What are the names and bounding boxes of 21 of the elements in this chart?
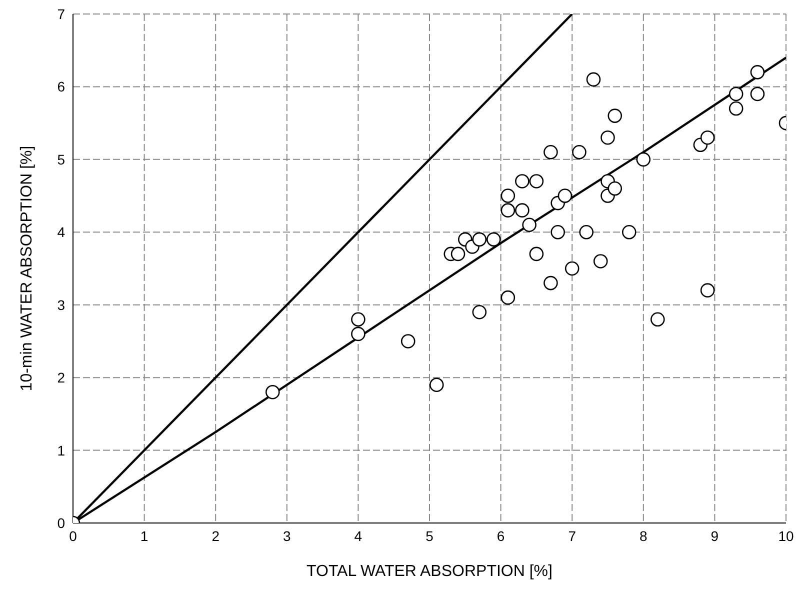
y-tick-label: 2 <box>57 370 66 386</box>
x-tick-label: 0 <box>69 528 78 544</box>
x-tick-label: 8 <box>640 528 648 544</box>
y-tick-label: 1 <box>57 442 66 458</box>
x-tick-label: 4 <box>354 528 362 544</box>
x-tick-label: 10 <box>778 528 794 544</box>
y-axis-title: 10-min WATER ABSORPTION [%] <box>18 146 36 392</box>
y-tick-label: 5 <box>57 151 66 168</box>
x-tick-label: 6 <box>496 528 505 544</box>
x-tick-label: 3 <box>283 528 291 544</box>
y-tick-label: 0 <box>57 514 66 531</box>
y-tick-label: 7 <box>57 6 66 22</box>
x-tick-label: 5 <box>426 528 434 544</box>
y-tick-label: 3 <box>57 296 66 313</box>
x-tick-label: 1 <box>140 528 148 544</box>
x-tick-label: 2 <box>212 528 220 544</box>
x-axis-title: TOTAL WATER ABSORPTION [%] <box>306 563 552 580</box>
x-tick-label: 9 <box>710 528 719 544</box>
y-tick-label: 4 <box>57 224 66 240</box>
y-tick-label: 6 <box>57 78 66 95</box>
x-tick-label: 7 <box>568 528 576 544</box>
